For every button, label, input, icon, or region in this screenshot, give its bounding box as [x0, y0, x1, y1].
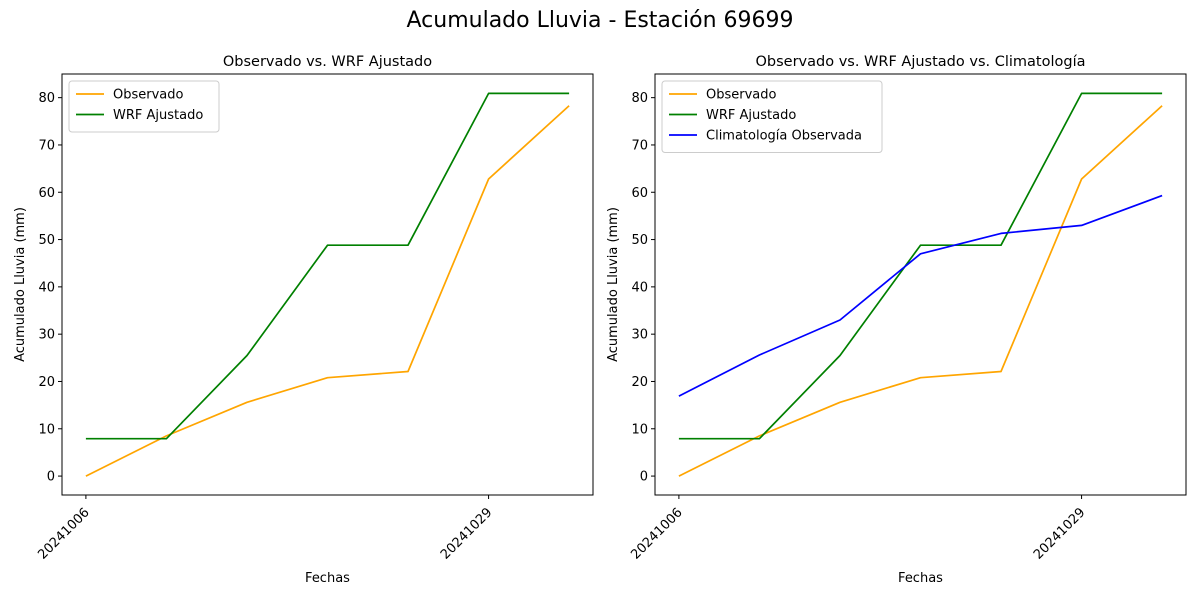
- chart2-y-tick-label: 10: [631, 422, 648, 437]
- chart2-x-tick-label: 20241006: [628, 505, 685, 562]
- chart1-series-line-2: [85, 92, 570, 440]
- chart2-series-line-3: [678, 194, 1163, 397]
- chart1-y-tick-label: 40: [38, 280, 55, 295]
- chart2-x-tick-label: 20241029: [1031, 505, 1088, 562]
- chart2-y-tick-label: 30: [631, 328, 648, 343]
- chart2-title: Observado vs. WRF Ajustado vs. Climatolo…: [756, 54, 1086, 70]
- chart2-y-tick-label: 60: [631, 186, 648, 201]
- chart1-y-tick-label: 50: [38, 233, 55, 248]
- chart1-y-tick-label: 20: [38, 375, 55, 390]
- chart2-y-tick-label: 50: [631, 233, 648, 248]
- chart2-plot-frame: [654, 73, 1187, 496]
- chart2-y-tick-label: 80: [631, 91, 648, 106]
- chart2-y-tick-label: 70: [631, 138, 648, 153]
- chart2-series-line-1: [678, 105, 1163, 477]
- chart1-title: Observado vs. WRF Ajustado: [223, 54, 432, 70]
- chart1-legend-label-2: WRF Ajustado: [113, 108, 203, 123]
- chart1-legend-label-1: Observado: [113, 88, 184, 103]
- chart1-x-tick-label: 20241029: [438, 505, 495, 562]
- chart1-y-tick-label: 80: [38, 91, 55, 106]
- chart2-y-tick-label: 40: [631, 280, 648, 295]
- chart1-plot-frame: [61, 73, 594, 496]
- chart2-legend-label-3: Climatología Observada: [706, 129, 862, 144]
- chart2-legend-label-2: WRF Ajustado: [706, 108, 796, 123]
- chart1-x-tick-label: 20241006: [35, 505, 92, 562]
- chart2-x-axis-label: Fechas: [898, 571, 943, 586]
- chart2-y-axis-label: Acumulado Lluvia (mm): [606, 207, 621, 362]
- chart2-y-tick-label: 0: [640, 470, 648, 485]
- chart2-legend-box: [661, 80, 883, 153]
- chart1-y-tick-label: 0: [47, 470, 55, 485]
- chart2-series-line-2: [678, 92, 1163, 440]
- figure-title: Acumulado Lluvia - Estación 69699: [406, 8, 794, 33]
- chart2-legend-label-1: Observado: [706, 88, 777, 103]
- chart1-y-tick-label: 30: [38, 328, 55, 343]
- chart1-x-axis-label: Fechas: [305, 571, 350, 586]
- chart1-y-tick-label: 10: [38, 422, 55, 437]
- chart1-series-line-1: [85, 105, 570, 477]
- chart1-legend-box: [68, 80, 220, 133]
- chart1-y-tick-label: 60: [38, 186, 55, 201]
- chart1-y-axis-label: Acumulado Lluvia (mm): [13, 207, 28, 362]
- chart2-y-tick-label: 20: [631, 375, 648, 390]
- chart1-y-tick-label: 70: [38, 138, 55, 153]
